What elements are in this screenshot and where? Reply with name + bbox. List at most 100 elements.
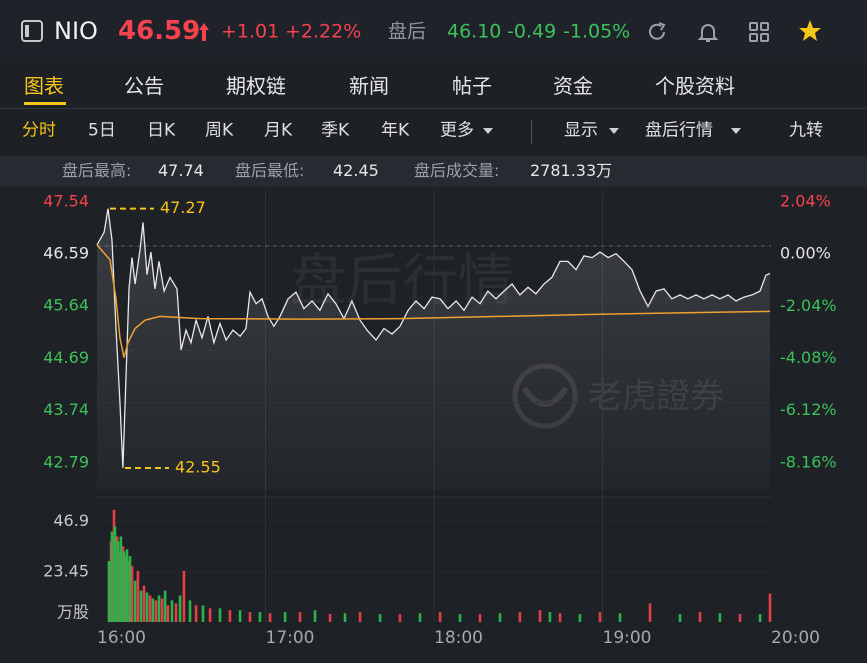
- volume-bar: [194, 605, 198, 622]
- volume-bar: [758, 614, 762, 622]
- volume-bar: [201, 605, 205, 622]
- period-button[interactable]: 日K: [147, 120, 176, 141]
- volume-bar: [648, 603, 652, 622]
- period-button[interactable]: 季K: [321, 120, 350, 141]
- volume-bar: [283, 612, 287, 622]
- volume-bar: [170, 600, 174, 622]
- volume-bar: [418, 613, 422, 622]
- indicator-button[interactable]: 九转: [789, 120, 823, 141]
- volume-bar: [133, 580, 137, 622]
- volume-bar: [163, 590, 167, 622]
- volume-bar: [228, 610, 232, 622]
- volume-bar: [238, 610, 242, 622]
- volume-bar: [122, 551, 126, 622]
- volume-bar: [458, 614, 462, 622]
- tab[interactable]: 公告: [124, 74, 164, 98]
- tab[interactable]: 个股资料: [655, 74, 735, 98]
- period-button[interactable]: 分时: [22, 120, 56, 141]
- divider: [0, 108, 867, 109]
- volume-bar: [438, 612, 442, 622]
- y2-tick-label: 0.00%: [780, 244, 831, 263]
- y-tick-label: 47.54: [43, 191, 89, 210]
- volume-bar: [208, 608, 212, 622]
- symbol: NIO: [54, 17, 98, 45]
- volume-bar: [188, 600, 192, 622]
- y2-tick-label: -4.08%: [780, 348, 837, 367]
- stat-value: 47.74: [158, 161, 204, 180]
- volume-tick-label: 23.45: [43, 561, 89, 580]
- x-tick-label: 17:00: [266, 628, 315, 648]
- volume-bar: [313, 610, 317, 622]
- period-button[interactable]: 周K: [205, 120, 234, 141]
- menu-grid-icon[interactable]: [747, 20, 771, 44]
- stat-label: 盘后最高:: [62, 161, 132, 180]
- sidebar-toggle-icon[interactable]: [20, 17, 50, 47]
- volume-bar: [358, 612, 362, 622]
- y2-tick-label: 2.04%: [780, 191, 831, 210]
- volume-bar: [139, 590, 143, 622]
- y-tick-label: 43.74: [43, 400, 89, 419]
- y-tick-label: 46.59: [43, 244, 89, 263]
- after-price: 46.10: [447, 20, 502, 43]
- y2-tick-label: -6.12%: [780, 400, 837, 419]
- price: 46.59: [118, 16, 201, 46]
- volume-bar: [378, 614, 382, 622]
- volume-bar: [157, 595, 161, 622]
- volume-bar: [119, 536, 123, 622]
- tab[interactable]: 图表: [24, 74, 64, 98]
- volume-bar: [718, 613, 722, 622]
- period-button[interactable]: 月K: [264, 120, 293, 141]
- volume-bar: [678, 614, 682, 622]
- alert-icon[interactable]: [696, 20, 720, 44]
- period-button[interactable]: 年K: [381, 120, 410, 141]
- volume-bar: [538, 610, 542, 622]
- price-line: [96, 208, 771, 469]
- volume-bar: [398, 614, 402, 622]
- stat-label: 盘后成交量:: [414, 161, 500, 180]
- stat-value: 42.45: [333, 161, 379, 180]
- volume-bar: [558, 613, 562, 622]
- caret-icon: [483, 128, 493, 134]
- volume-bar: [548, 612, 552, 622]
- volume-bar: [478, 614, 482, 622]
- up-arrow-icon: [199, 23, 209, 41]
- caret-icon: [731, 128, 741, 134]
- separator: [531, 120, 532, 144]
- volume-bar: [518, 612, 522, 622]
- volume-bar: [142, 585, 146, 622]
- volume-bar: [130, 565, 134, 622]
- y-tick-label: 42.79: [43, 452, 89, 471]
- price-area: [97, 208, 770, 490]
- volume-bar: [128, 556, 132, 622]
- volume-bar: [182, 570, 186, 622]
- y2-tick-label: -2.04%: [780, 296, 837, 315]
- stat-value: 2781.33万: [530, 161, 613, 180]
- tab[interactable]: 期权链: [226, 74, 286, 98]
- volume-bar: [298, 612, 302, 622]
- volume-bar: [768, 593, 772, 622]
- watchlist-star-icon[interactable]: [797, 18, 823, 44]
- period-button[interactable]: 5日: [88, 120, 116, 141]
- x-tick-label: 19:00: [603, 628, 652, 648]
- display-dropdown[interactable]: 显示: [564, 120, 598, 141]
- stats-bar: [0, 156, 867, 187]
- tab[interactable]: 帖子: [452, 74, 492, 98]
- volume-bar: [160, 598, 164, 622]
- volume-bar: [148, 595, 152, 622]
- volume-bar: [738, 614, 742, 622]
- volume-bar: [698, 612, 702, 622]
- y2-tick-label: -8.16%: [780, 452, 837, 471]
- volume-bar: [328, 614, 332, 622]
- caret-icon: [609, 128, 619, 134]
- volume-bar: [107, 561, 111, 622]
- volume-unit: 万股: [57, 603, 89, 622]
- change-pct: +2.22%: [285, 20, 362, 43]
- tab[interactable]: 资金: [553, 74, 593, 98]
- after-hours-dropdown[interactable]: 盘后行情: [645, 120, 713, 141]
- refresh-icon[interactable]: [645, 20, 669, 44]
- x-tick-label: 18:00: [434, 628, 483, 648]
- tab[interactable]: 新闻: [349, 74, 389, 98]
- more-dropdown[interactable]: 更多: [440, 120, 474, 141]
